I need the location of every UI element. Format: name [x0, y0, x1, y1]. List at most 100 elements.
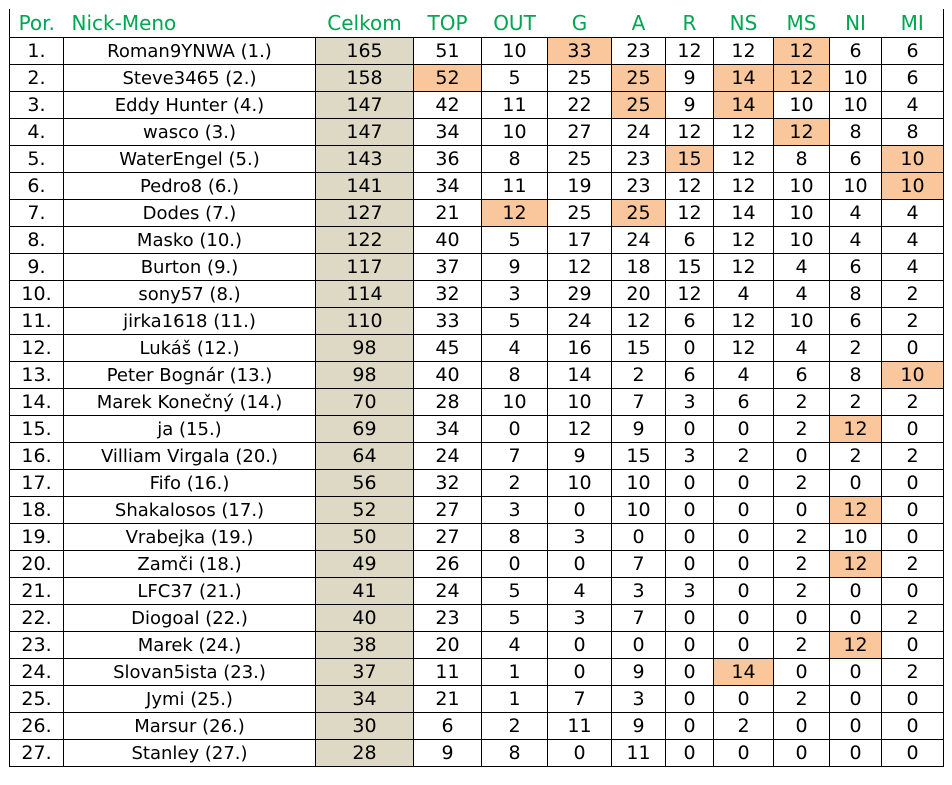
header-ni: NI [829, 9, 882, 38]
cell-ns: 0 [713, 604, 774, 632]
cell-mi: 0 [881, 523, 944, 551]
cell-mi: 2 [881, 550, 944, 578]
cell-top: 40 [413, 361, 482, 389]
cell-out: 8 [481, 523, 548, 551]
cell-mi: 6 [881, 37, 944, 65]
cell-a: 20 [611, 280, 666, 308]
cell-ns: 0 [713, 523, 774, 551]
cell-mi: 0 [881, 577, 944, 605]
cell-mi: 4 [881, 199, 944, 227]
cell-nick: Eddy Hunter (4.) [63, 91, 316, 119]
cell-ns: 4 [713, 280, 774, 308]
cell-out: 3 [481, 280, 548, 308]
cell-position: 22. [9, 604, 64, 632]
cell-g: 11 [547, 712, 612, 740]
header-row: Por. Nick-Meno Celkom TOP OUT G A R NS M… [9, 9, 944, 38]
cell-top: 42 [413, 91, 482, 119]
cell-top: 27 [413, 523, 482, 551]
cell-celkom: 147 [315, 118, 414, 146]
cell-ns: 14 [713, 658, 774, 686]
cell-ms: 0 [773, 739, 830, 767]
header-mi: MI [881, 9, 944, 38]
cell-nick: Dodes (7.) [63, 199, 316, 227]
cell-ni: 4 [829, 199, 882, 227]
cell-r: 9 [665, 91, 714, 119]
table-row: 9. Burton (9.) 117 37 9 12 18 15 12 4 6 4 [9, 253, 944, 281]
table-row: 2. Steve3465 (2.) 158 52 5 25 25 9 14 12 10 6 [9, 64, 944, 92]
cell-celkom: 98 [315, 334, 414, 362]
cell-ni: 0 [829, 604, 882, 632]
cell-out: 5 [481, 64, 548, 92]
table-row: 25. Jymi (25.) 34 21 1 7 3 0 0 2 0 0 [9, 685, 944, 713]
cell-ns: 12 [713, 37, 774, 65]
cell-top: 21 [413, 199, 482, 227]
cell-r: 0 [665, 712, 714, 740]
cell-top: 24 [413, 577, 482, 605]
cell-top: 45 [413, 334, 482, 362]
cell-celkom: 37 [315, 658, 414, 686]
cell-ns: 12 [713, 226, 774, 254]
cell-out: 5 [481, 577, 548, 605]
cell-ms: 2 [773, 685, 830, 713]
cell-ni: 8 [829, 280, 882, 308]
cell-ms: 10 [773, 172, 830, 200]
cell-g: 0 [547, 658, 612, 686]
cell-ms: 10 [773, 307, 830, 335]
cell-out: 7 [481, 442, 548, 470]
cell-r: 9 [665, 64, 714, 92]
cell-mi: 0 [881, 712, 944, 740]
cell-top: 32 [413, 280, 482, 308]
cell-celkom: 165 [315, 37, 414, 65]
cell-ns: 12 [713, 307, 774, 335]
cell-r: 6 [665, 226, 714, 254]
cell-out: 1 [481, 685, 548, 713]
cell-out: 4 [481, 631, 548, 659]
cell-out: 0 [481, 550, 548, 578]
cell-ni: 2 [829, 388, 882, 416]
cell-a: 10 [611, 496, 666, 524]
cell-ni: 12 [829, 496, 882, 524]
cell-a: 25 [611, 91, 666, 119]
cell-position: 11. [9, 307, 64, 335]
cell-mi: 2 [881, 658, 944, 686]
cell-out: 3 [481, 496, 548, 524]
cell-ni: 2 [829, 442, 882, 470]
table-row: 20. Zamči (18.) 49 26 0 0 7 0 0 2 12 2 [9, 550, 944, 578]
cell-top: 11 [413, 658, 482, 686]
cell-ms: 2 [773, 577, 830, 605]
table-row: 21. LFC37 (21.) 41 24 5 4 3 3 0 2 0 0 [9, 577, 944, 605]
cell-top: 32 [413, 469, 482, 497]
cell-celkom: 143 [315, 145, 414, 173]
cell-a: 7 [611, 550, 666, 578]
cell-ni: 0 [829, 685, 882, 713]
cell-celkom: 30 [315, 712, 414, 740]
cell-g: 0 [547, 550, 612, 578]
cell-ns: 14 [713, 64, 774, 92]
cell-mi: 2 [881, 604, 944, 632]
cell-g: 17 [547, 226, 612, 254]
table-row: 23. Marek (24.) 38 20 4 0 0 0 0 2 12 0 [9, 631, 944, 659]
cell-a: 9 [611, 415, 666, 443]
header-ns: NS [713, 9, 774, 38]
cell-position: 8. [9, 226, 64, 254]
cell-a: 0 [611, 523, 666, 551]
cell-position: 17. [9, 469, 64, 497]
cell-nick: Villiam Virgala (20.) [63, 442, 316, 470]
cell-celkom: 69 [315, 415, 414, 443]
cell-r: 0 [665, 685, 714, 713]
cell-ms: 2 [773, 469, 830, 497]
cell-position: 1. [9, 37, 64, 65]
cell-mi: 0 [881, 496, 944, 524]
cell-nick: Fifo (16.) [63, 469, 316, 497]
cell-r: 0 [665, 469, 714, 497]
cell-top: 27 [413, 496, 482, 524]
cell-ms: 2 [773, 631, 830, 659]
cell-a: 7 [611, 388, 666, 416]
cell-celkom: 158 [315, 64, 414, 92]
cell-ni: 2 [829, 334, 882, 362]
table-row: 16. Villiam Virgala (20.) 64 24 7 9 15 3 2 0 2 2 [9, 442, 944, 470]
cell-out: 10 [481, 37, 548, 65]
cell-nick: Marsur (26.) [63, 712, 316, 740]
cell-top: 23 [413, 604, 482, 632]
cell-mi: 10 [881, 361, 944, 389]
